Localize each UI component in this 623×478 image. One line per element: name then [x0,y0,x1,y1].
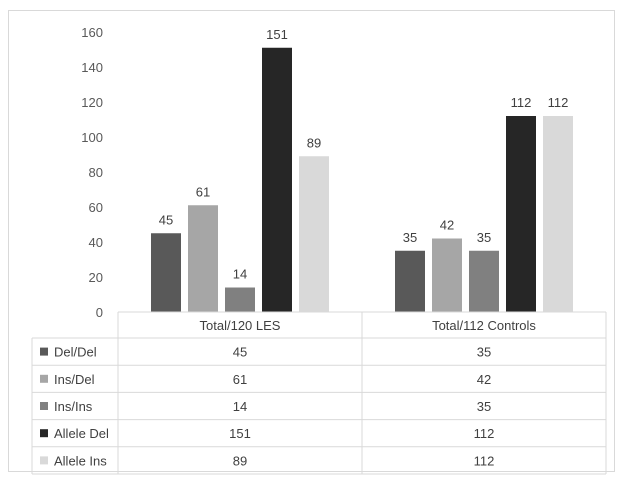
bar [188,205,218,312]
legend-label: Del/Del [54,345,97,360]
data-label: 61 [196,184,210,199]
y-tick-label: 60 [89,200,103,215]
y-tick-label: 140 [81,60,103,75]
legend-swatch [40,347,48,356]
table-cell-value: 45 [233,345,247,360]
legend-swatch [40,456,48,465]
table-cell-value: 151 [229,426,251,441]
bar [225,287,255,312]
table-cell-value: 14 [233,399,247,414]
category-label: Total/112 Controls [432,318,536,333]
table-cell-value: 42 [477,372,491,387]
category-label: Total/120 LES [200,318,281,333]
data-label: 45 [159,212,173,227]
data-label: 14 [233,267,247,282]
table-cell-value: 61 [233,372,247,387]
y-tick-label: 40 [89,235,103,250]
table-cell-value: 35 [477,345,491,360]
table-cell-value: 89 [233,453,247,468]
bar [543,116,573,312]
bar [151,233,181,312]
table-cell-value: 112 [474,453,495,468]
data-label: 35 [477,230,491,245]
legend-swatch [40,429,48,438]
bar [506,116,536,312]
table-cell-value: 112 [474,426,495,441]
legend-label: Allele Del [54,426,109,441]
data-label: 42 [440,218,454,233]
y-tick-label: 120 [81,95,103,110]
data-label: 151 [266,27,288,42]
bar [299,156,329,312]
y-axis-ticks: 0 20 40 60 80 100 120 140 160 [81,25,103,320]
data-table: Total/120 LES Total/112 Controls Del/Del 45… [31,311,607,475]
y-tick-label: 160 [81,25,103,40]
bar-series [151,47,573,312]
bar [262,47,292,312]
data-label: 112 [548,95,569,110]
chart-frame [8,10,615,472]
legend-label: Ins/Ins [54,399,93,414]
y-tick-label: 80 [89,165,103,180]
data-label: 89 [307,135,321,150]
y-tick-label: 0 [96,305,103,320]
data-label: 35 [403,230,417,245]
bar [432,238,462,312]
bar [469,250,499,312]
data-labels: 45 61 14 151 89 35 42 35 112 112 [159,27,569,282]
legend-swatch [40,402,48,410]
y-tick-label: 100 [81,130,103,145]
legend-swatch [40,374,48,383]
legend-label: Ins/Del [54,372,95,387]
data-label: 112 [511,95,532,110]
table-cell-value: 35 [477,399,491,414]
bar [395,250,425,312]
y-tick-label: 20 [89,270,103,285]
legend-label: Allele Ins [54,453,107,468]
